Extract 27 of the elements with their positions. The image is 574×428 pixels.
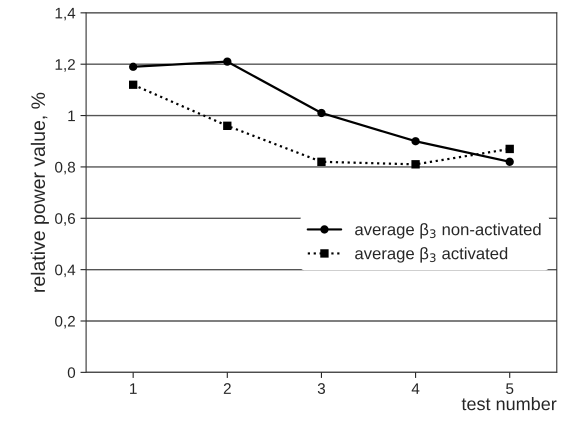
point [506, 158, 514, 166]
point [506, 144, 514, 154]
y-axis-title: relative power value, % [30, 92, 49, 292]
point [317, 108, 326, 118]
legend-label: average β$_{3}$ activated [355, 247, 508, 263]
x-tick-label: 4 [412, 383, 420, 394]
y-tick-label: 0,4 [55, 264, 76, 278]
point [317, 158, 326, 166]
point [411, 160, 420, 169]
point [223, 57, 232, 66]
x-tick-label: 2 [224, 383, 231, 394]
y-tick-label: 0,8 [55, 162, 76, 174]
y-tick-label: 0,6 [55, 213, 76, 226]
point [223, 122, 232, 130]
point [129, 80, 138, 89]
x-tick-label: 3 [318, 383, 326, 394]
x-tick-label: 1 [130, 383, 137, 394]
x-axis-title: test number [462, 397, 556, 410]
y-tick-label: 0,2 [55, 316, 75, 328]
y-tick-label: 1 [68, 110, 75, 122]
point [129, 62, 138, 71]
point [411, 137, 420, 146]
y-tick-label: 0 [68, 367, 76, 378]
legend-label: average β$_{3}$ non-activated [355, 223, 541, 239]
x-tick-label: 5 [506, 383, 514, 394]
y-tick-label: 1,4 [56, 8, 76, 20]
y-tick-label: 1,2 [56, 59, 75, 72]
